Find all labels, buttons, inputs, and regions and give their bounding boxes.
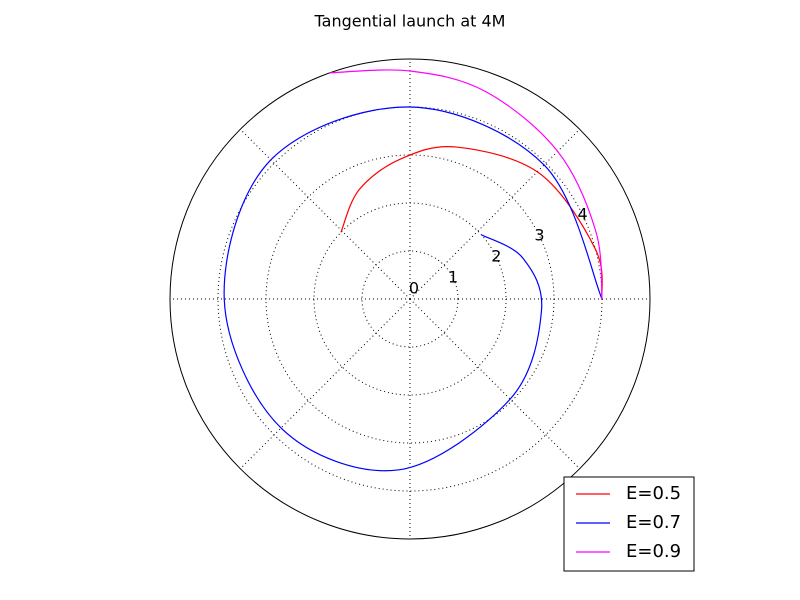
- legend: E=0.5 E=0.7 E=0.9: [563, 476, 695, 572]
- legend-label: E=0.9: [626, 541, 681, 562]
- series-line: [329, 69, 603, 300]
- grid-spoke: [409, 128, 581, 300]
- series-line: [223, 106, 603, 472]
- grid-spoke: [409, 298, 581, 470]
- r-tick-label: 2: [491, 246, 501, 265]
- r-tick-label: 0: [409, 279, 419, 298]
- chart-title: Tangential launch at 4M: [314, 12, 506, 31]
- grid-spoke: [239, 298, 411, 470]
- legend-label: E=0.7: [626, 512, 681, 533]
- r-tick-label: 3: [534, 225, 544, 244]
- legend-label: E=0.5: [626, 483, 681, 504]
- grid-spoke: [239, 128, 411, 300]
- polar-frame: [169, 58, 651, 540]
- series-line: [340, 146, 603, 300]
- r-tick-label: 1: [448, 267, 458, 286]
- r-tick-label: 4: [577, 204, 587, 223]
- legend-box: [563, 476, 695, 572]
